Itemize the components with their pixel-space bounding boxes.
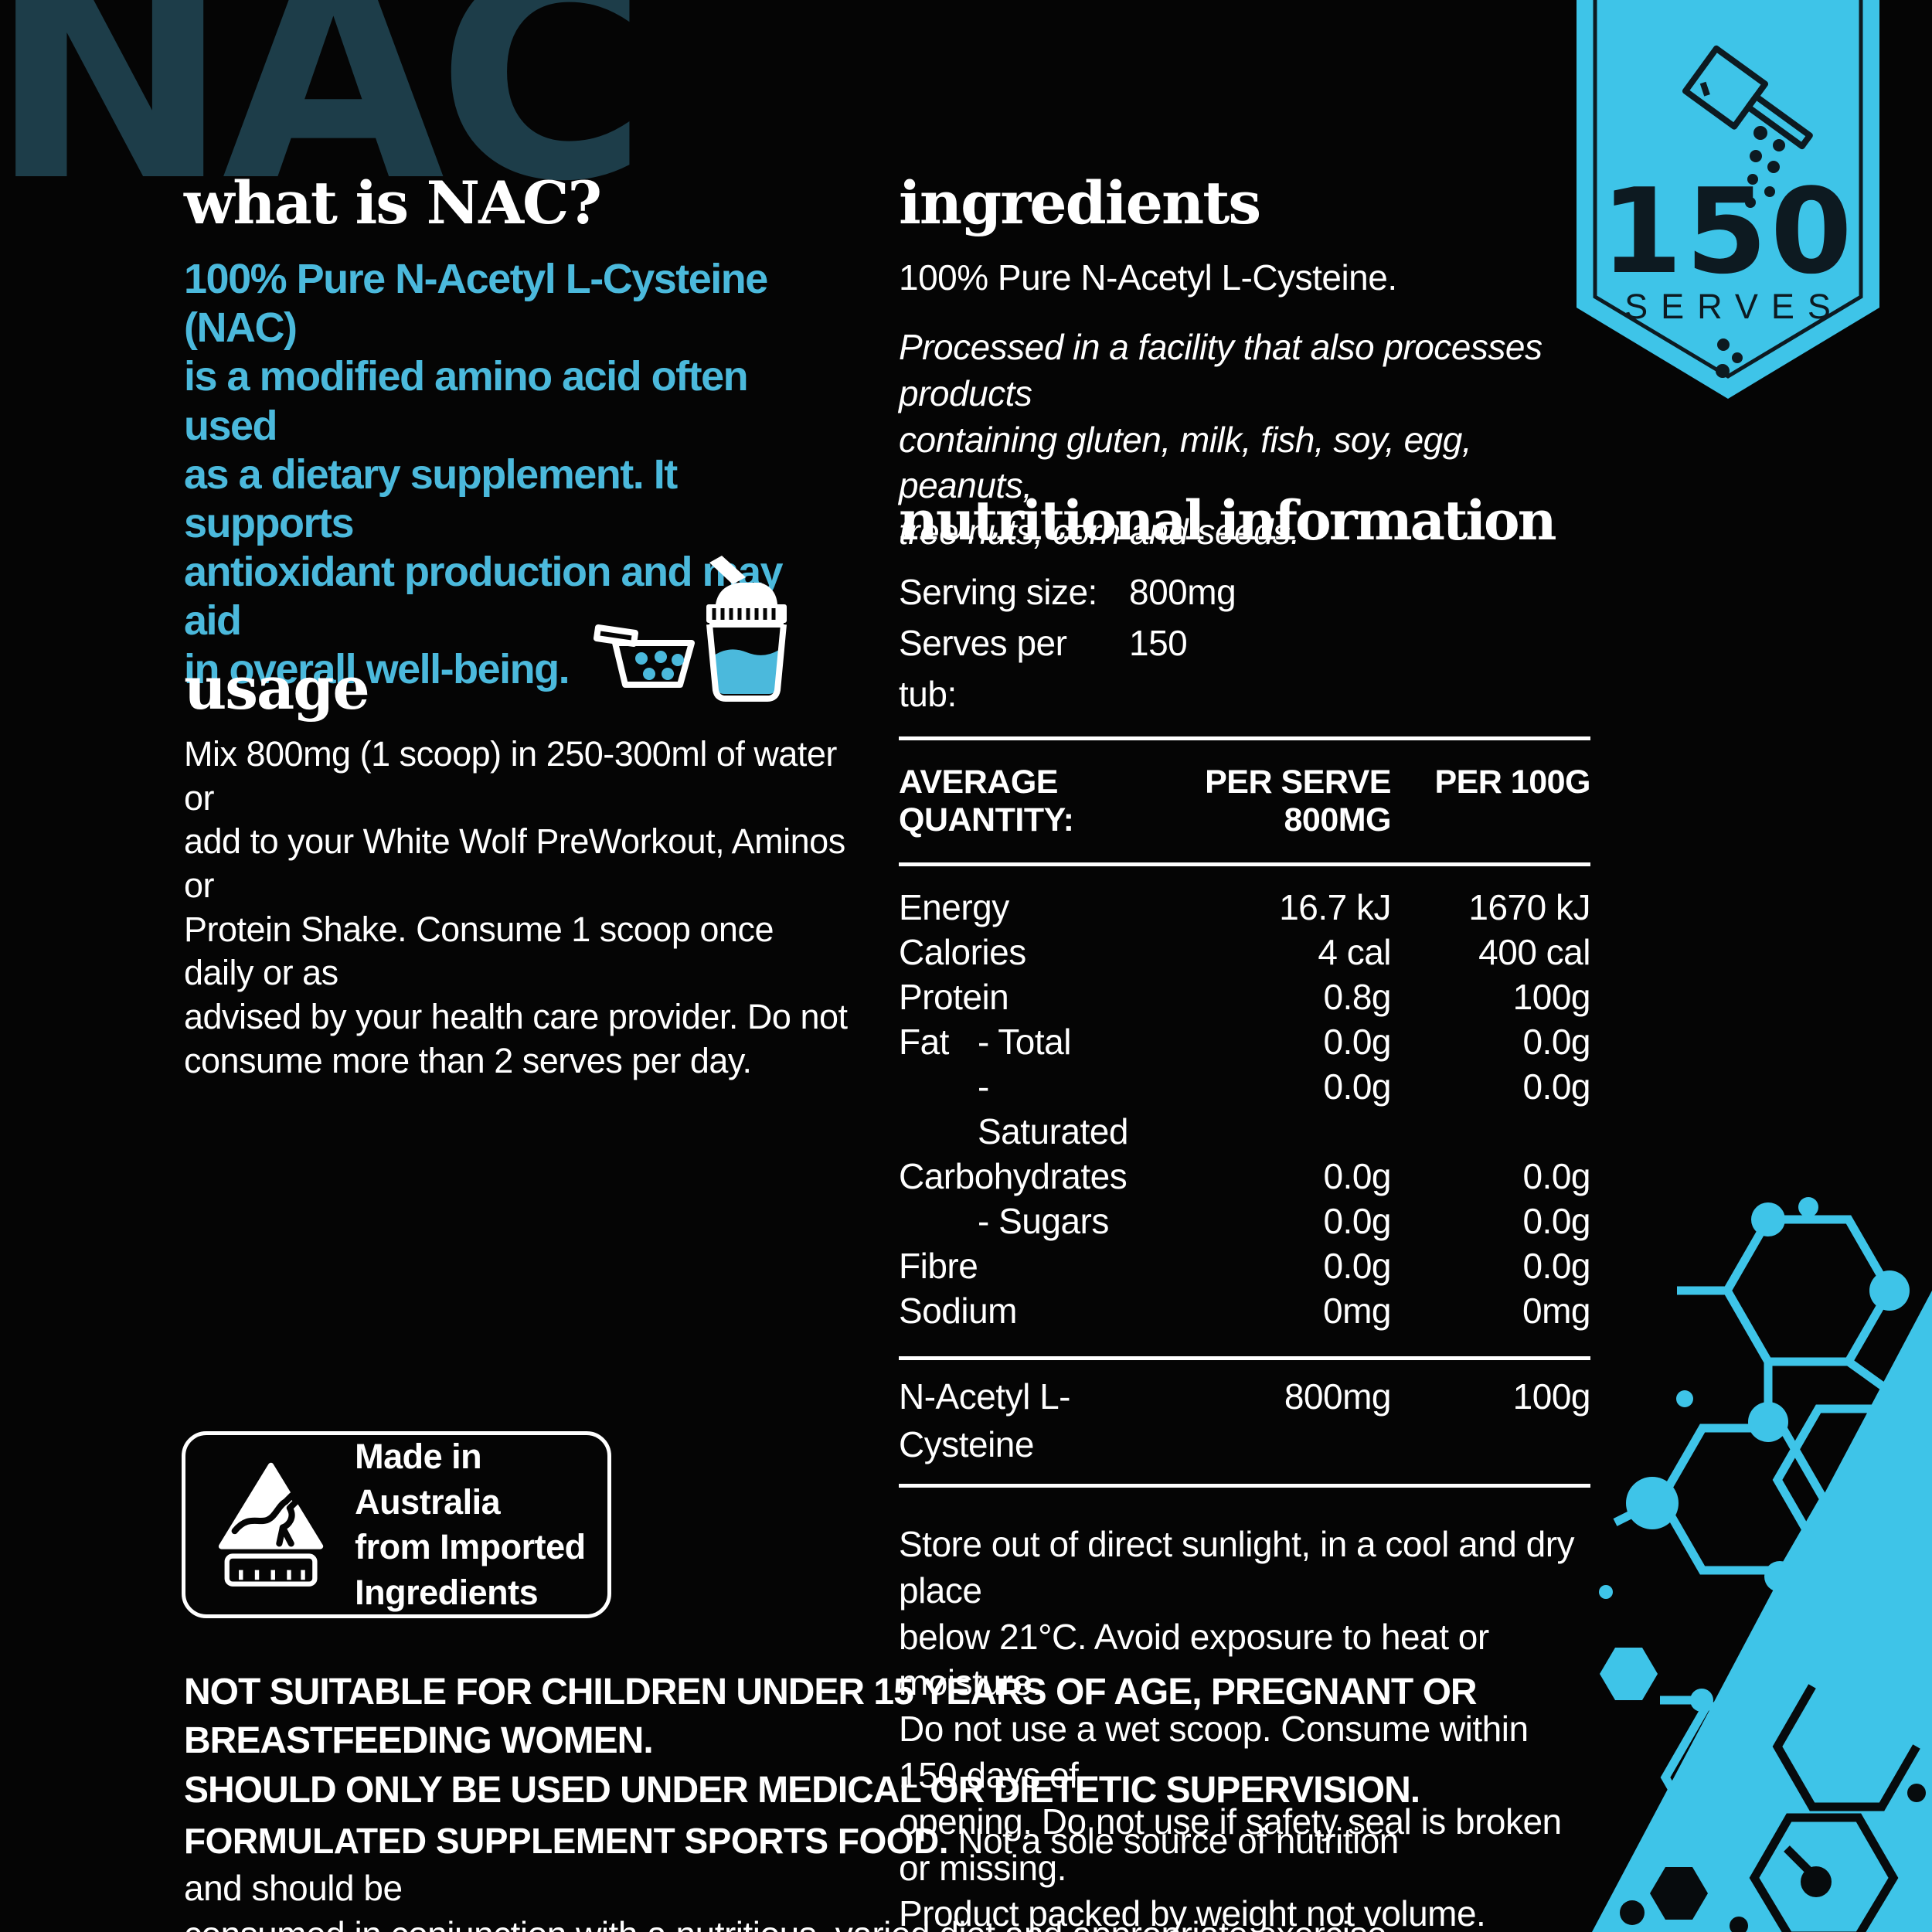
table-row: Energy 16.7 kJ 1670 kJ — [899, 885, 1591, 930]
table-divider — [899, 1484, 1590, 1488]
table-header-per-serve: PER SERVE 800MG — [1205, 764, 1391, 838]
serves-per-tub-row: Serves per tub: 150 — [899, 617, 1590, 719]
active-ingredient-section: N-Acetyl L-Cysteine 800mg 100g — [899, 1360, 1591, 1484]
active-ingredient-label: N-Acetyl L-Cysteine — [899, 1376, 1070, 1464]
row-label: Carbohydrates — [899, 1156, 1128, 1196]
row-per-100g: 0.0g — [1522, 1066, 1590, 1107]
badge-pennant-shape — [1577, 0, 1879, 399]
serves-badge: 150 SERVES — [1577, 0, 1879, 399]
nac-watermark: NAC — [0, 0, 648, 244]
active-per-serve: 800mg — [1284, 1376, 1392, 1417]
what-is-nac-body: 100% Pure N-Acetyl L-Cysteine (NAC) is a… — [184, 256, 784, 693]
active-per-100g: 100g — [1512, 1376, 1591, 1417]
serving-info: Serving size: 800mg Serves per tub: 150 — [899, 566, 1590, 719]
warning-formulated-lead: FORMULATED SUPPLEMENT SPORTS FOOD. — [184, 1821, 949, 1861]
storage-note: Store out of direct sunlight, in a cool … — [899, 1524, 1575, 1932]
kangaroo-triangle-icon — [218, 1462, 324, 1587]
row-label: Sodium — [899, 1291, 1017, 1331]
table-header-row: AVERAGE QUANTITY: PER SERVE 800MG PER 10… — [899, 740, 1591, 862]
table-row: Fat - Total 0.0g 0.0g — [899, 1019, 1591, 1064]
hexagon-molecule-decoration — [1592, 1197, 1932, 1932]
table-divider — [899, 862, 1590, 866]
nutrition-heading: nutritional information — [899, 488, 1557, 553]
table-row: Carbohydrates 0.0g 0.0g — [899, 1154, 1591, 1199]
serving-size-label: Serving size: — [899, 572, 1097, 612]
row-sublabel: - Saturated — [978, 1066, 1128, 1151]
badge-bottom-dots — [1716, 338, 1743, 378]
row-per-serve: 0.0g — [1323, 1201, 1391, 1241]
row-per-serve: 0.0g — [1323, 1156, 1391, 1196]
made-in-australia-text: Made in Australia from Imported Ingredie… — [355, 1437, 586, 1612]
row-label — [899, 1199, 978, 1243]
table-row: Fibre 0.0g 0.0g — [899, 1243, 1591, 1288]
what-is-nac-heading: what is NAC? — [184, 168, 602, 237]
row-sublabel: - Sugars — [978, 1201, 1109, 1241]
row-label: Calories — [899, 932, 1026, 972]
serves-per-tub-value: 150 — [1129, 623, 1188, 663]
table-row: Calories 4 cal 400 cal — [899, 930, 1591, 975]
row-per-100g: 0.0g — [1522, 1022, 1590, 1062]
warning-formulated-rest: Not a sole source of nutrition and shoul… — [184, 1821, 1399, 1932]
table-row: - Saturated 0.0g 0.0g — [899, 1064, 1591, 1154]
row-label — [899, 1064, 978, 1154]
row-per-100g: 0.0g — [1522, 1246, 1590, 1286]
row-per-serve: 4 cal — [1318, 932, 1391, 972]
usage-body: Mix 800mg (1 scoop) in 250-300ml of wate… — [184, 734, 848, 1080]
serving-size-value: 800mg — [1129, 572, 1236, 612]
scoop-pour-icon — [1682, 45, 1813, 208]
row-per-serve: 0.0g — [1323, 1246, 1391, 1286]
table-divider — [899, 1356, 1590, 1360]
row-label: Fibre — [899, 1246, 978, 1286]
row-per-serve: 0mg — [1323, 1291, 1391, 1331]
table-row: - Sugars 0.0g 0.0g — [899, 1199, 1591, 1243]
row-label: Protein — [899, 977, 1009, 1017]
ingredients-heading: ingredients — [899, 168, 1261, 237]
scoop-and-shaker-icon — [594, 556, 787, 702]
shaker-bottle — [706, 556, 787, 702]
made-in-australia-box: Made in Australia from Imported Ingredie… — [182, 1431, 611, 1618]
warning-formulated: FORMULATED SUPPLEMENT SPORTS FOOD. Not a… — [184, 1818, 1420, 1932]
active-ingredient-row: N-Acetyl L-Cysteine 800mg 100g — [899, 1372, 1591, 1468]
table-header-per-100g: PER 100G — [1434, 764, 1590, 801]
table-row: Protein 0.8g 100g — [899, 975, 1591, 1019]
row-label: Fat — [899, 1022, 949, 1062]
nutrition-table-body: Energy 16.7 kJ 1670 kJ Calories 4 cal 40… — [899, 866, 1591, 1356]
row-per-100g: 0.0g — [1522, 1156, 1590, 1196]
ingredients-line: 100% Pure N-Acetyl L-Cysteine. — [899, 257, 1397, 298]
table-row: Sodium 0mg 0mg — [899, 1288, 1591, 1333]
usage-heading: usage — [184, 654, 370, 723]
row-per-serve: 0.0g — [1323, 1022, 1391, 1062]
badge-inner-border — [1593, 0, 1863, 379]
warning-children: NOT SUITABLE FOR CHILDREN UNDER 15 YEARS… — [184, 1672, 1478, 1811]
serving-size-row: Serving size: 800mg — [899, 566, 1590, 617]
row-per-100g: 0.0g — [1522, 1201, 1590, 1241]
row-per-serve: 16.7 kJ — [1279, 887, 1391, 927]
row-label: Energy — [899, 887, 1009, 927]
nutrition-panel: nutritional information Serving size: 80… — [899, 488, 1591, 1932]
row-per-100g: 0mg — [1522, 1291, 1590, 1331]
badge-serves-label: SERVES — [1624, 287, 1844, 326]
serves-per-tub-label: Serves per tub: — [899, 623, 1067, 714]
table-divider — [899, 736, 1590, 740]
row-per-serve: 0.8g — [1323, 977, 1391, 1017]
row-per-100g: 400 cal — [1478, 932, 1590, 972]
row-per-serve: 0.0g — [1323, 1066, 1391, 1107]
badge-serves-count: 150 — [1600, 163, 1855, 300]
row-per-100g: 1670 kJ — [1468, 887, 1590, 927]
scoop-powder-dots — [635, 651, 684, 680]
allergen-note: Processed in a facility that also proces… — [899, 327, 1543, 553]
row-sublabel: - Total — [978, 1022, 1071, 1062]
row-per-100g: 100g — [1512, 977, 1591, 1017]
table-header-quantity: AVERAGE QUANTITY: — [899, 764, 1074, 838]
